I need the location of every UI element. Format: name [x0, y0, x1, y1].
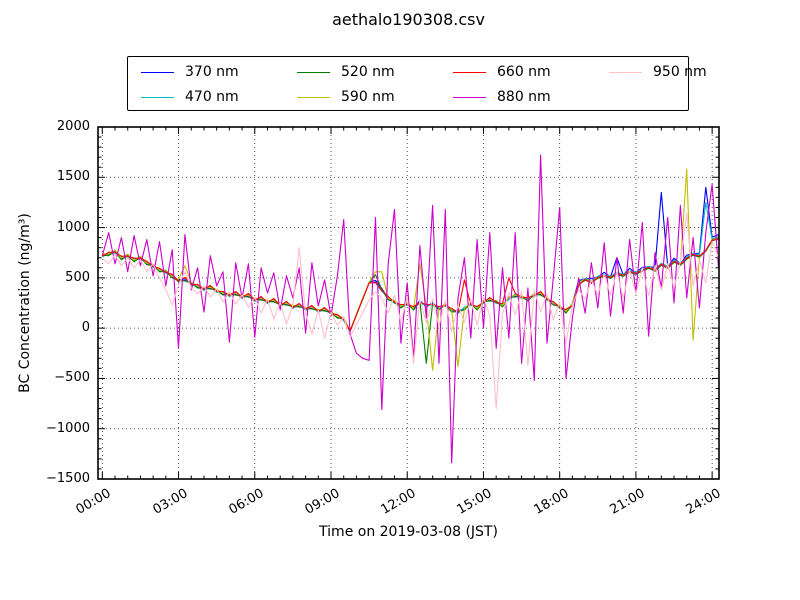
legend-label: 950 nm [653, 64, 707, 80]
legend-label: 370 nm [185, 64, 239, 80]
legend-line-swatch [453, 71, 486, 73]
legend-line-swatch [297, 71, 330, 73]
legend-line-swatch [297, 96, 330, 98]
legend-entry-370nm: 370 nm [141, 60, 239, 84]
legend-entry-660nm: 660 nm [453, 60, 551, 84]
legend-line-swatch [141, 96, 174, 98]
legend-label: 660 nm [497, 64, 551, 80]
series-line-590nm [102, 168, 719, 371]
series-line-470nm [101, 201, 719, 333]
plot-border [97, 126, 720, 480]
legend-box: 370 nm 470 nm 520 nm 590 nm 660 nm 880 nm 950 … [127, 56, 707, 111]
chart-title: aethalo190308.csv [332, 10, 485, 29]
legend-line-swatch [609, 71, 642, 73]
legend-entry-520nm: 520 nm [297, 60, 395, 84]
series-line-880nm [101, 154, 720, 464]
legend-label: 590 nm [341, 89, 395, 105]
legend-entry-950nm: 950 nm [609, 60, 707, 84]
legend-line-swatch [141, 71, 174, 73]
legend-line-swatch [453, 96, 486, 98]
x-axis-label: Time on 2019-03-08 (JST) [319, 524, 498, 540]
y-tick-label--1000: −1000 [46, 420, 90, 436]
series-line-950nm [101, 212, 720, 410]
legend-entry-590nm: 590 nm [297, 85, 395, 109]
y-tick-label--500: −500 [54, 370, 90, 386]
legend-label: 470 nm [185, 89, 239, 105]
y-tick-label-2000: 2000 [56, 119, 90, 134]
series-line-370nm [102, 186, 719, 332]
legend-entry-470nm: 470 nm [141, 85, 239, 109]
series-lines [101, 154, 720, 464]
y-tick-label-500: 500 [65, 269, 90, 285]
legend-label: 520 nm [341, 64, 395, 80]
y-axis-label: BC Concentration (ng/m³) [17, 213, 33, 393]
y-tick-label-1500: 1500 [56, 169, 90, 185]
legend-entry-880nm: 880 nm [453, 85, 551, 109]
y-tick-label-1000: 1000 [56, 219, 90, 235]
y-tick-label--1500: −1500 [46, 471, 90, 486]
y-tick-label-0: 0 [81, 320, 90, 336]
series-line-520nm [102, 237, 719, 364]
legend-label: 880 nm [497, 89, 551, 105]
